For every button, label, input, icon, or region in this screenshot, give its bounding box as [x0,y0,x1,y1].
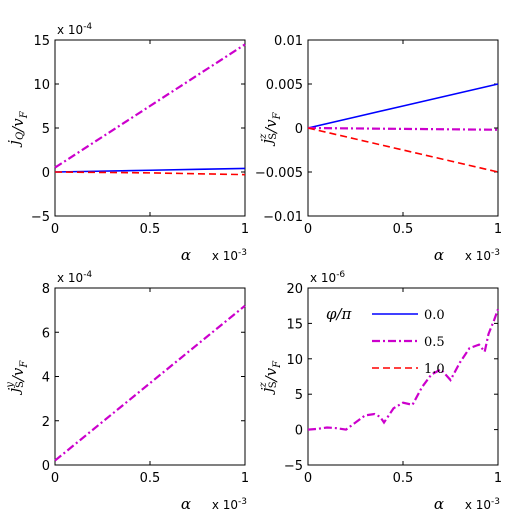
y-tick-label: 10 [286,353,303,368]
x-tick-label: 1 [241,222,249,237]
series-line-phi-0.5 [54,304,246,462]
x-axis-label: α [434,246,444,264]
plot-area-1 [54,39,246,217]
y-axis-label: jzS/vF [258,111,283,146]
x-tick-label: 0 [51,471,59,486]
legend-entry: 1.0 [424,362,445,377]
y-tick-label: −5 [284,459,303,474]
legend-entry: 0.5 [424,335,445,350]
y-tick-label: 5 [42,122,50,137]
y-tick-label: 0.01 [274,34,303,49]
y-tick-label: 4 [42,371,50,386]
y-tick-label: 20 [286,282,303,297]
y-tick-label: 15 [286,317,303,332]
y-tick-label: 6 [42,326,50,341]
x-axis-label: α [181,246,191,264]
y-tick-label: 5 [295,388,303,403]
x-tick-label: 0.5 [393,222,414,237]
legend-entry: 0.0 [424,308,445,323]
y-tick-label: −0.005 [255,166,303,181]
x-tick-label: 0.5 [140,471,161,486]
x-tick-label: 0 [304,471,312,486]
y-tick-label: 0 [295,424,303,439]
x-tick-label: 0.5 [393,471,414,486]
y-axis-label: jQ/vF [5,110,30,147]
series-line-phi-0.5 [307,126,499,131]
y-tick-label: 8 [42,282,50,297]
x-tick-label: 0.5 [140,222,161,237]
y-axis-label: jzS/vF [258,360,283,395]
x-axis-label: α [434,495,444,513]
y-tick-label: 10 [33,78,50,93]
y-tick-label: 15 [33,34,50,49]
x-tick-label: 0 [304,222,312,237]
y-axis-label: jyS/vF [5,360,30,396]
series-line-phi-0.5 [54,43,246,169]
series-line-phi-1.0 [54,171,246,176]
x-multiplier: x 10-3 [465,248,500,263]
x-tick-label: 0 [51,222,59,237]
series-line-phi-0.0 [307,83,499,129]
series-line-phi-0.0 [54,167,246,173]
x-multiplier: x 10-3 [465,497,500,512]
legend-title: φ/π [326,305,353,323]
y-multiplier: x 10-4 [57,270,92,285]
y-tick-label: 0 [295,122,303,137]
y-tick-label: 0.005 [266,78,303,93]
series-line-phi-1.0 [307,127,499,173]
y-tick-label: 0 [42,166,50,181]
y-tick-label: 0 [42,459,50,474]
x-axis-label: α [181,495,191,513]
series-line-phi-0.5 [307,308,500,431]
y-tick-label: −0.01 [263,210,303,225]
x-multiplier: x 10-3 [212,497,247,512]
y-tick-label: −5 [31,210,50,225]
y-multiplier: x 10-4 [57,22,92,37]
x-tick-label: 1 [494,471,502,486]
y-tick-label: 2 [42,415,50,430]
y-multiplier: x 10-6 [310,270,345,285]
x-tick-label: 1 [494,222,502,237]
x-multiplier: x 10-3 [212,248,247,263]
x-tick-label: 1 [241,471,249,486]
